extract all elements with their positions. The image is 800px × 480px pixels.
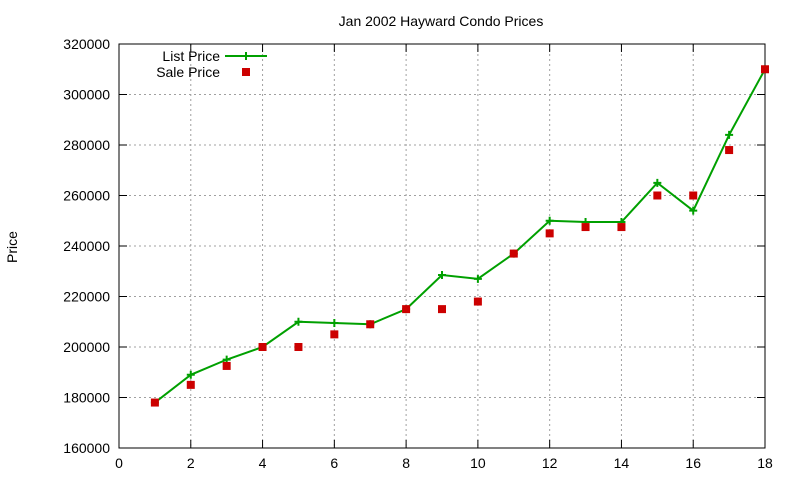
data-point xyxy=(330,330,339,339)
data-point xyxy=(617,223,626,232)
data-point xyxy=(545,216,554,225)
x-tick-label: 16 xyxy=(685,455,701,471)
legend-label: Sale Price xyxy=(156,64,220,80)
data-point xyxy=(509,249,518,258)
data-point xyxy=(653,191,662,200)
chart-title: Jan 2002 Hayward Condo Prices xyxy=(339,13,544,29)
data-point xyxy=(689,191,698,200)
x-tick-label: 8 xyxy=(402,455,410,471)
y-tick-label: 260000 xyxy=(63,188,110,204)
series-list-price xyxy=(150,65,769,407)
data-point xyxy=(186,370,195,379)
x-tick-label: 2 xyxy=(187,455,195,471)
series-sale-price xyxy=(150,65,769,407)
series-line xyxy=(154,68,766,404)
y-tick-label: 280000 xyxy=(63,137,110,153)
legend-marker xyxy=(242,68,250,76)
x-tick-label: 6 xyxy=(330,455,338,471)
data-point xyxy=(473,297,482,306)
data-point xyxy=(545,229,554,238)
data-point xyxy=(366,320,375,329)
y-tick-label: 200000 xyxy=(63,339,110,355)
data-point xyxy=(258,343,267,351)
data-point xyxy=(330,319,339,328)
data-point xyxy=(294,343,303,351)
grid-lines xyxy=(119,44,765,448)
y-tick-label: 220000 xyxy=(63,289,110,305)
data-point xyxy=(653,178,662,187)
data-point xyxy=(438,305,446,314)
y-tick-labels: 160000 180000 200000 220000 240000 260000 2800… xyxy=(63,36,110,456)
x-tick-label: 10 xyxy=(470,455,486,471)
data-point xyxy=(402,305,411,314)
data-point xyxy=(150,398,159,407)
data-point xyxy=(761,65,769,74)
y-tick-label: 320000 xyxy=(63,36,110,52)
data-point xyxy=(222,361,231,370)
y-tick-label: 240000 xyxy=(63,238,110,254)
y-tick-label: 300000 xyxy=(63,87,110,103)
data-point xyxy=(725,130,734,139)
x-tick-label: 4 xyxy=(259,455,267,471)
x-tick-label: 12 xyxy=(542,455,558,471)
data-point xyxy=(689,206,698,215)
data-point xyxy=(294,317,303,326)
series-layer xyxy=(150,65,769,407)
x-tick-labels: 0 2 4 6 8 10 12 14 16 18 xyxy=(115,455,773,471)
y-tick-label: 180000 xyxy=(63,390,110,406)
data-point xyxy=(473,274,482,283)
x-tick-label: 14 xyxy=(614,455,630,471)
y-axis-label: Price xyxy=(4,231,20,263)
legend-marker xyxy=(242,52,250,60)
x-tick-label: 18 xyxy=(757,455,773,471)
x-tick-label: 0 xyxy=(115,455,123,471)
data-point xyxy=(581,223,590,232)
y-tick-label: 160000 xyxy=(63,440,110,456)
data-point xyxy=(186,380,195,389)
data-point xyxy=(725,146,734,155)
data-point xyxy=(438,271,446,280)
axis-ticks xyxy=(118,43,766,449)
legend-label: List Price xyxy=(162,48,220,64)
